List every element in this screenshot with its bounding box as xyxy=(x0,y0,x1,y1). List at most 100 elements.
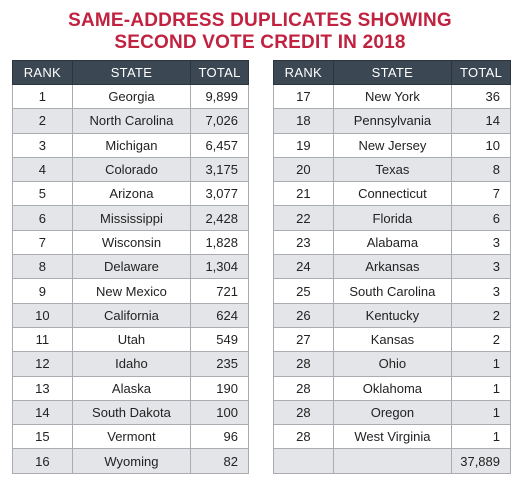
table-row: 18 Pennsylvania 14 xyxy=(273,108,511,134)
state-cell: Kentucky xyxy=(332,302,453,328)
state-cell: Alabama xyxy=(332,229,453,256)
state-cell: Ohio xyxy=(332,351,453,377)
state-cell: Connecticut xyxy=(332,181,453,207)
table-row: 28 West Virginia 1 xyxy=(273,424,511,450)
state-cell: Delaware xyxy=(71,254,192,280)
rank-cell: 18 xyxy=(273,108,334,134)
state-cell: New York xyxy=(332,83,453,110)
total-cell: 624 xyxy=(190,302,249,328)
total-cell: 2 xyxy=(451,302,511,328)
total-cell: 82 xyxy=(190,448,249,474)
header-row: RANK STATE TOTAL xyxy=(273,60,511,85)
rank-cell: 28 xyxy=(273,424,334,450)
state-cell: Kansas xyxy=(332,326,453,353)
table-row: 21 Connecticut 7 xyxy=(273,181,511,207)
rank-cell: 15 xyxy=(12,424,73,450)
total-cell: 1 xyxy=(451,351,511,377)
state-cell: Arizona xyxy=(71,181,192,207)
table-row: 23 Alabama 3 xyxy=(273,229,511,256)
state-cell: Vermont xyxy=(71,424,192,450)
table-row: 5 Arizona 3,077 xyxy=(12,181,249,207)
total-cell: 1 xyxy=(451,424,511,450)
table-row: 3 Michigan 6,457 xyxy=(12,132,249,158)
total-cell: 1,828 xyxy=(190,229,249,256)
rank-cell: 12 xyxy=(12,351,73,377)
table-row: 16 Wyoming 82 xyxy=(12,448,249,474)
state-cell: Texas xyxy=(332,156,453,183)
state-cell: Florida xyxy=(332,205,453,231)
rank-cell: 8 xyxy=(12,254,73,280)
table-row: 17 New York 36 xyxy=(273,83,511,110)
rank-cell: 4 xyxy=(12,156,73,183)
total-cell: 3 xyxy=(451,229,511,256)
rank-cell: 23 xyxy=(273,229,334,256)
ranking-table-right: RANK STATE TOTAL 17 New York 36 18 Pennsylva… xyxy=(273,60,511,474)
total-cell: 9,899 xyxy=(190,83,249,110)
state-cell: Oregon xyxy=(332,399,453,426)
rank-cell: 21 xyxy=(273,181,334,207)
total-cell: 6 xyxy=(451,205,511,231)
total-cell: 10 xyxy=(451,132,511,158)
table-row: 26 Kentucky 2 xyxy=(273,302,511,328)
table-row: 9 New Mexico 721 xyxy=(12,278,249,304)
total-cell: 1 xyxy=(451,399,511,426)
table-row: 14 South Dakota 100 xyxy=(12,399,249,426)
state-cell: Georgia xyxy=(71,83,192,110)
total-cell: 3 xyxy=(451,278,511,304)
title-line-2: SECOND VOTE CREDIT IN 2018 xyxy=(114,32,406,53)
table-row: 24 Arkansas 3 xyxy=(273,254,511,280)
tables-container: RANK STATE TOTAL 1 Georgia 9,899 2 North Car… xyxy=(12,60,511,478)
rank-cell: 6 xyxy=(12,205,73,231)
rank-cell xyxy=(273,448,334,474)
state-cell: California xyxy=(71,302,192,328)
rank-cell: 28 xyxy=(273,375,334,401)
column-header-rank: RANK xyxy=(12,60,73,85)
table-row: 13 Alaska 190 xyxy=(12,375,249,401)
table-row: 15 Vermont 96 xyxy=(12,424,249,450)
column-header-total: TOTAL xyxy=(451,60,511,85)
table-row: 22 Florida 6 xyxy=(273,205,511,231)
total-cell: 7,026 xyxy=(190,108,249,134)
state-cell: Colorado xyxy=(71,156,192,183)
table-row: 28 Oklahoma 1 xyxy=(273,375,511,401)
rank-cell: 22 xyxy=(273,205,334,231)
rank-cell: 19 xyxy=(273,132,334,158)
table-row: 19 New Jersey 10 xyxy=(273,132,511,158)
total-cell: 3,175 xyxy=(190,156,249,183)
total-cell: 96 xyxy=(190,424,249,450)
rank-cell: 14 xyxy=(12,399,73,426)
state-cell: South Carolina xyxy=(332,278,453,304)
table-row: 20 Texas 8 xyxy=(273,156,511,183)
total-cell: 3,077 xyxy=(190,181,249,207)
total-cell: 1,304 xyxy=(190,254,249,280)
total-cell: 14 xyxy=(451,108,511,134)
rank-cell: 28 xyxy=(273,351,334,377)
state-cell: Pennsylvania xyxy=(332,108,453,134)
table-row: 28 Oregon 1 xyxy=(273,399,511,426)
table-row: 6 Mississippi 2,428 xyxy=(12,205,249,231)
table-row: 37,889 xyxy=(273,448,511,474)
header-row: RANK STATE TOTAL xyxy=(12,60,249,85)
rank-cell: 25 xyxy=(273,278,334,304)
page-title: SAME-ADDRESS DUPLICATES SHOWING SECOND V… xyxy=(0,10,520,54)
rank-cell: 7 xyxy=(12,229,73,256)
rank-cell: 11 xyxy=(12,326,73,353)
state-cell: Alaska xyxy=(71,375,192,401)
table-row: 7 Wisconsin 1,828 xyxy=(12,229,249,256)
total-cell: 235 xyxy=(190,351,249,377)
column-header-state: STATE xyxy=(71,60,192,85)
state-cell: Utah xyxy=(71,326,192,353)
state-cell: Idaho xyxy=(71,351,192,377)
total-cell: 549 xyxy=(190,326,249,353)
rank-cell: 24 xyxy=(273,254,334,280)
table-body-left: 1 Georgia 9,899 2 North Carolina 7,026 3 Michig… xyxy=(12,83,249,474)
rank-cell: 1 xyxy=(12,83,73,110)
total-cell: 100 xyxy=(190,399,249,426)
state-cell: New Jersey xyxy=(332,132,453,158)
table-row: 1 Georgia 9,899 xyxy=(12,83,249,110)
rank-cell: 9 xyxy=(12,278,73,304)
rank-cell: 13 xyxy=(12,375,73,401)
column-header-total: TOTAL xyxy=(190,60,249,85)
state-cell xyxy=(332,448,453,474)
state-cell: Wyoming xyxy=(71,448,192,474)
